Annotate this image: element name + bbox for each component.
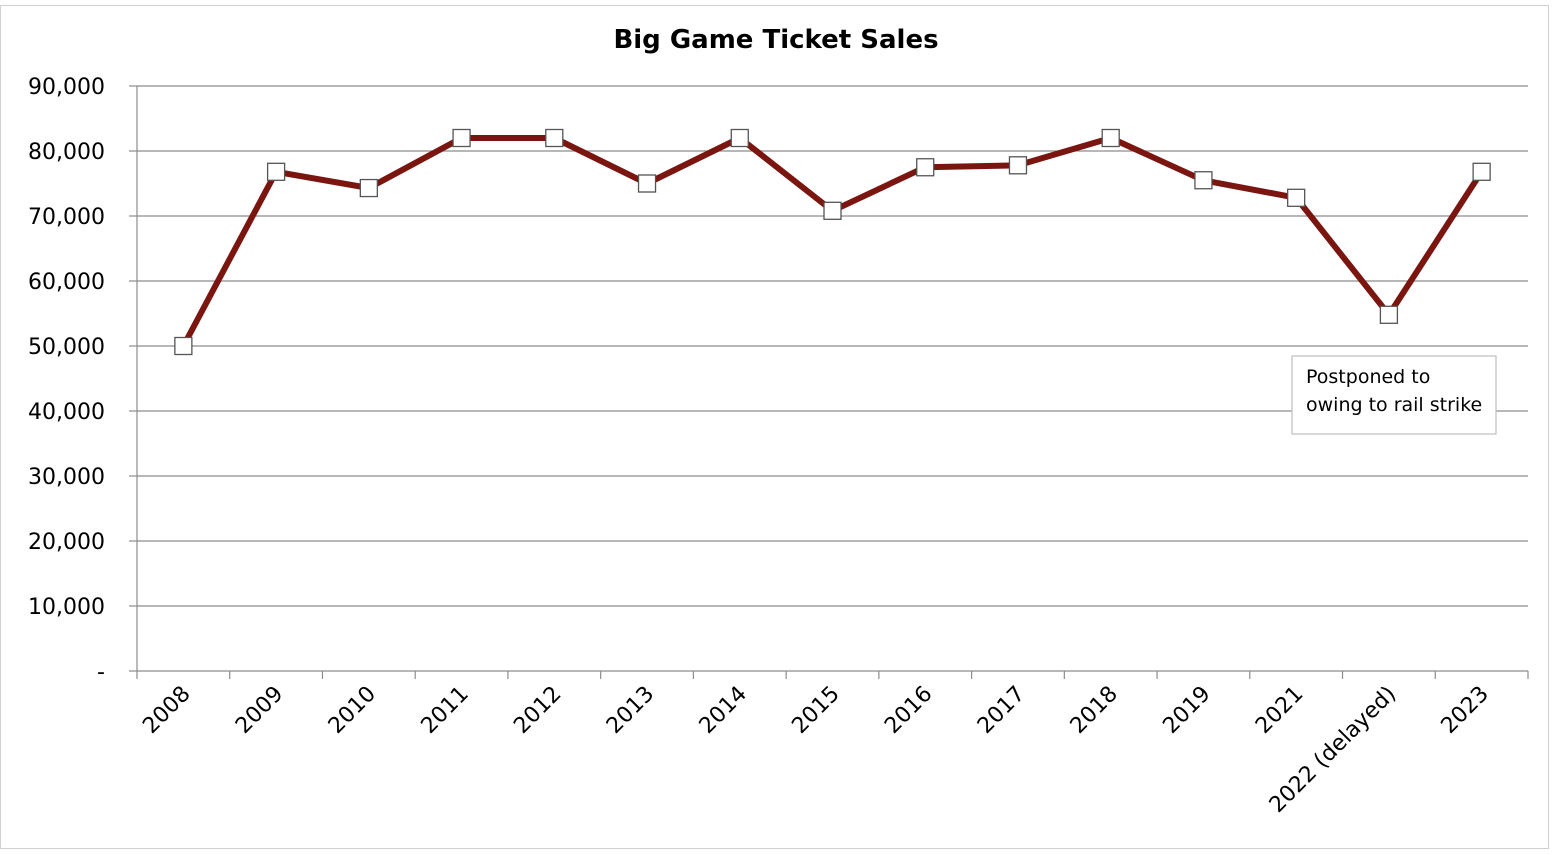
data-point-2012 bbox=[545, 128, 564, 148]
data-point-2019 bbox=[1194, 171, 1213, 190]
y-tick-label: 50,000 bbox=[28, 335, 105, 360]
data-point-markers bbox=[174, 128, 1491, 356]
annotation-box: Postponed to owing to rail strike bbox=[1291, 355, 1497, 435]
data-point-2017 bbox=[1008, 156, 1028, 175]
gridlines bbox=[137, 85, 1528, 607]
data-point-2022-delayed- bbox=[1379, 305, 1399, 324]
chart-title: Big Game Ticket Sales bbox=[613, 25, 938, 55]
y-tick-label: - bbox=[97, 660, 105, 685]
y-tick-label: 90,000 bbox=[28, 75, 105, 100]
annotation-frame bbox=[1291, 355, 1497, 435]
data-point-2014 bbox=[730, 128, 749, 148]
data-point-2018 bbox=[1101, 128, 1120, 148]
y-tick-label: 10,000 bbox=[28, 595, 105, 620]
y-tick-label: 60,000 bbox=[28, 270, 105, 295]
axes bbox=[129, 85, 1529, 679]
annotation-text-line: Postponed to bbox=[1306, 366, 1430, 388]
data-point-2008 bbox=[174, 336, 193, 356]
data-point-2023 bbox=[1472, 162, 1491, 181]
y-tick-label: 40,000 bbox=[28, 400, 105, 425]
data-point-2011 bbox=[452, 128, 471, 148]
annotation-text-line: owing to rail strike bbox=[1306, 394, 1482, 416]
y-tick-label: 80,000 bbox=[28, 140, 105, 165]
data-point-2015 bbox=[823, 201, 842, 220]
y-tick-label: 70,000 bbox=[28, 205, 105, 230]
y-tick-labels: - 10,000 20,000 30,000 40,000 50,000 60,000 70,… bbox=[28, 75, 105, 685]
data-point-2013 bbox=[637, 174, 657, 193]
chart-border bbox=[0, 5, 1549, 849]
y-tick-label: 30,000 bbox=[28, 465, 105, 490]
data-point-2009 bbox=[266, 162, 286, 181]
data-point-2010 bbox=[359, 178, 378, 198]
y-tick-label: 20,000 bbox=[28, 530, 105, 555]
data-point-2016 bbox=[916, 158, 935, 177]
data-point-2021 bbox=[1287, 188, 1306, 207]
